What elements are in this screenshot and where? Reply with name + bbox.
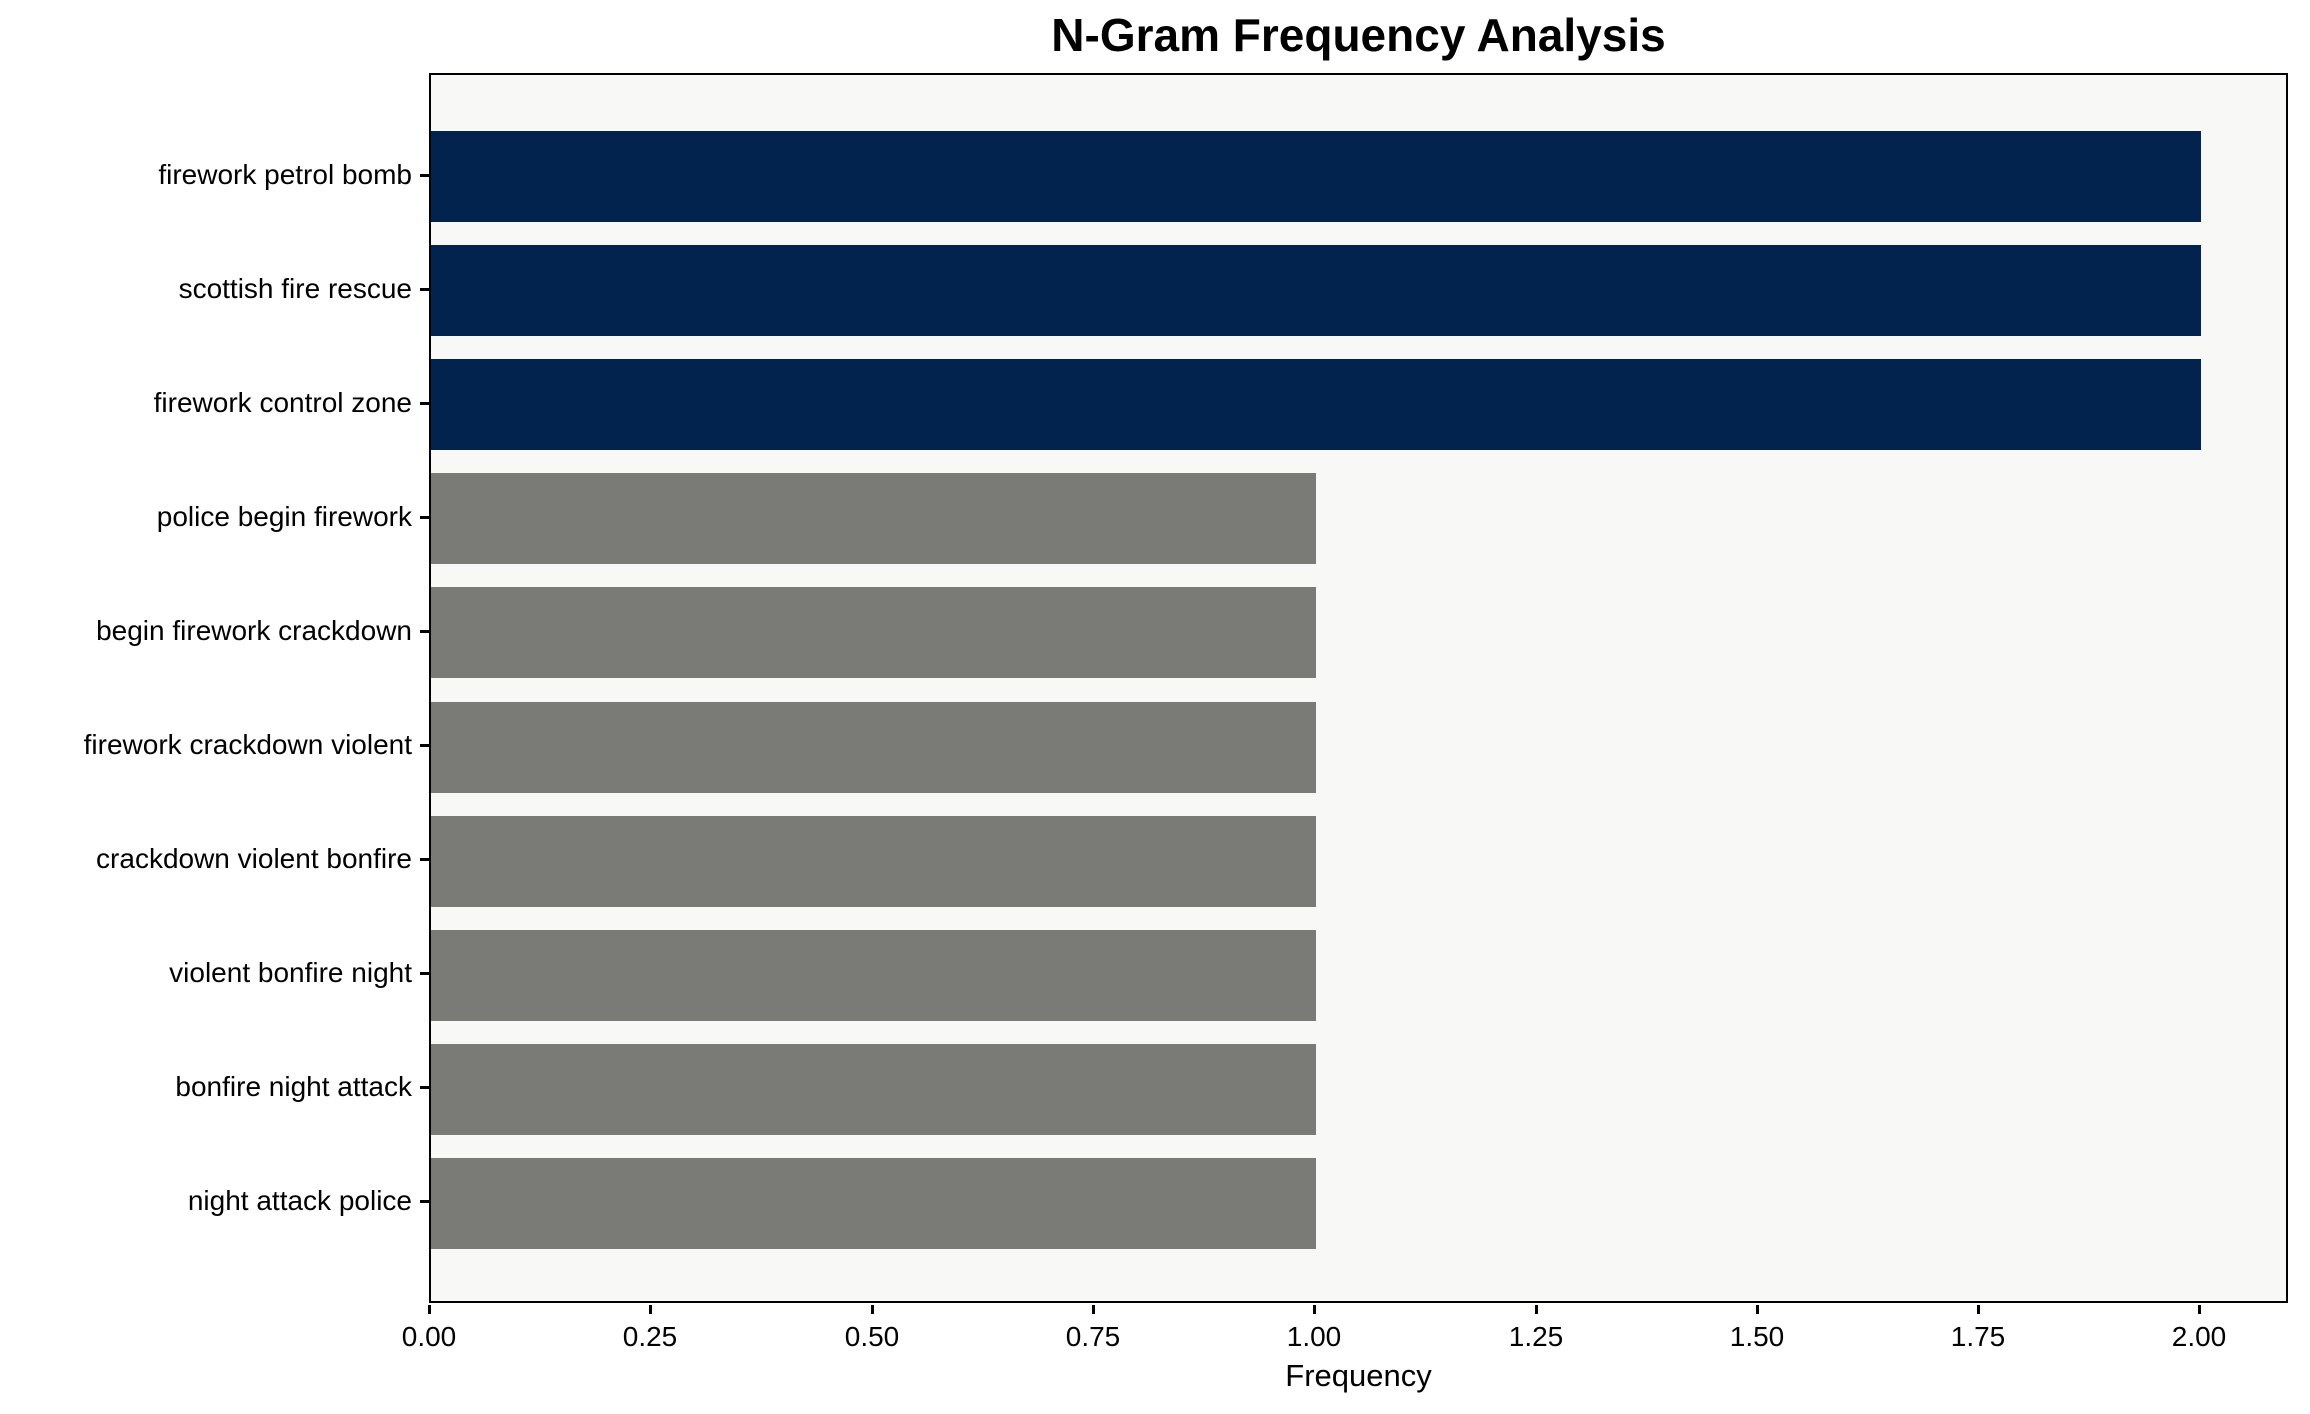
chart-title: N-Gram Frequency Analysis (1051, 9, 1666, 61)
x-tick-label: 0.75 (1065, 1321, 1121, 1352)
y-tick-label: violent bonfire night (169, 957, 412, 988)
y-tick-mark (420, 972, 429, 975)
y-tick-label: crackdown violent bonfire (96, 843, 412, 874)
bar-begin-firework-crackdown (431, 587, 1316, 678)
bar-bonfire-night-attack (431, 1044, 1316, 1135)
y-tick-label: night attack police (187, 1185, 412, 1216)
y-tick-mark (420, 858, 429, 861)
bar-police-begin-firework (431, 473, 1316, 564)
bar-night-attack-police (431, 1158, 1316, 1249)
x-tick-mark (649, 1305, 652, 1314)
y-tick-label: bonfire night attack (175, 1071, 412, 1102)
y-tick-mark (420, 402, 429, 405)
x-tick-label: 0.50 (844, 1321, 900, 1352)
x-tick-label: 0.00 (401, 1321, 457, 1352)
x-axis-label: Frequency (1285, 1358, 1432, 1393)
x-tick-label: 1.50 (1729, 1321, 1785, 1352)
x-tick-mark (1313, 1305, 1316, 1314)
x-tick-mark (1535, 1305, 1538, 1314)
x-tick-mark (1977, 1305, 1980, 1314)
x-tick-label: 1.75 (1950, 1321, 2006, 1352)
y-tick-mark (420, 516, 429, 519)
x-tick-label: 2.00 (2171, 1321, 2227, 1352)
y-tick-label: police begin firework (156, 501, 412, 532)
y-tick-label: firework petrol bomb (158, 159, 412, 190)
y-tick-mark (420, 1200, 429, 1203)
y-tick-mark (420, 630, 429, 633)
x-tick-mark (428, 1305, 431, 1314)
plot-area (429, 73, 2288, 1303)
y-tick-label: scottish fire rescue (178, 273, 412, 304)
y-tick-label: firework control zone (153, 387, 412, 418)
y-tick-label: firework crackdown violent (83, 729, 412, 760)
x-tick-label: 1.25 (1508, 1321, 1564, 1352)
x-tick-mark (871, 1305, 874, 1314)
bar-crackdown-violent-bonfire (431, 816, 1316, 907)
x-tick-mark (1092, 1305, 1095, 1314)
bar-firework-control-zone (431, 359, 2201, 450)
y-tick-mark (420, 744, 429, 747)
bar-scottish-fire-rescue (431, 245, 2201, 336)
x-tick-mark (2198, 1305, 2201, 1314)
y-tick-mark (420, 1086, 429, 1089)
y-tick-mark (420, 174, 429, 177)
x-tick-mark (1756, 1305, 1759, 1314)
x-tick-label: 1.00 (1286, 1321, 1342, 1352)
y-tick-mark (420, 288, 429, 291)
bar-firework-petrol-bomb (431, 131, 2201, 222)
x-tick-label: 0.25 (622, 1321, 678, 1352)
y-tick-label: begin firework crackdown (96, 615, 412, 646)
bar-violent-bonfire-night (431, 930, 1316, 1021)
bar-firework-crackdown-violent (431, 702, 1316, 793)
